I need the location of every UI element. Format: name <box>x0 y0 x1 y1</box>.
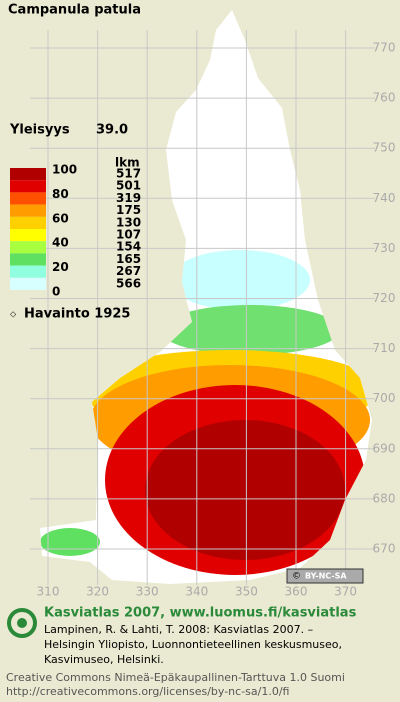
x-label: 330 <box>136 585 159 599</box>
legend-count: 154 <box>116 240 141 254</box>
x-label: 350 <box>235 585 258 599</box>
x-label: 310 <box>37 585 60 599</box>
observation-marker: ◇ <box>10 310 17 319</box>
observation: Havainto 1925 <box>24 307 130 322</box>
frequency-label: Yleisyys <box>9 123 70 138</box>
y-label: 760 <box>373 91 396 105</box>
count-header: lkm <box>115 156 140 170</box>
legend-count: 566 <box>116 276 141 290</box>
legend-count: 517 <box>116 167 141 181</box>
legend-scale-label: 40 <box>52 236 69 250</box>
license-badge: BY-NC-SA <box>305 572 347 581</box>
legend-swatch <box>10 216 46 229</box>
legend-scale-label: 80 <box>52 187 69 201</box>
legend-scale-label: 100 <box>52 163 77 177</box>
range-darkred <box>145 420 345 560</box>
x-label: 360 <box>285 585 308 599</box>
logo <box>7 608 37 638</box>
y-label: 750 <box>373 141 396 155</box>
citation-line: Lampinen, R. & Lahti, T. 2008: Kasviatla… <box>44 623 313 636</box>
range-low <box>170 250 310 310</box>
y-label: 690 <box>373 441 396 455</box>
y-label: 730 <box>373 241 396 255</box>
legend-count: 267 <box>116 264 141 278</box>
legend-swatch <box>10 168 46 181</box>
citation-line: Kasvimuseo, Helsinki. <box>44 653 164 666</box>
legend-scale-label: 0 <box>52 285 60 299</box>
license-line: Creative Commons Nimeä-Epäkaupallinen-Ta… <box>6 671 345 684</box>
legend-scale-label: 20 <box>52 260 69 274</box>
range-green <box>160 305 340 355</box>
license-badge-icon: © <box>292 572 301 582</box>
logo-center <box>17 618 27 628</box>
legend-swatch <box>10 277 46 290</box>
y-label: 700 <box>373 391 396 405</box>
citation-line: Helsingin Yliopisto, Luonnontieteellinen… <box>44 638 342 651</box>
x-label: 340 <box>185 585 208 599</box>
legend-count: 175 <box>116 203 141 217</box>
y-label: 680 <box>373 491 396 505</box>
legend-swatch <box>10 229 46 242</box>
y-label: 670 <box>373 542 396 556</box>
grid <box>30 30 375 585</box>
legend-swatch <box>10 204 46 217</box>
y-label: 770 <box>373 41 396 55</box>
license-line: http://creativecommons.org/licenses/by-n… <box>6 685 289 698</box>
legend-count: 319 <box>116 191 141 205</box>
legend-swatch <box>10 253 46 266</box>
frequency-value: 39.0 <box>96 123 128 138</box>
y-label: 710 <box>373 341 396 355</box>
title: Campanula patula <box>8 3 141 18</box>
y-label: 740 <box>373 191 396 205</box>
legend-swatch <box>10 241 46 254</box>
footer-heading: Kasviatlas 2007, www.luomus.fi/kasviatla… <box>44 606 357 621</box>
legend-count: 130 <box>116 215 141 229</box>
x-label: 370 <box>334 585 357 599</box>
legend-swatch <box>10 265 46 278</box>
legend-swatch <box>10 192 46 205</box>
range-west <box>40 528 100 556</box>
y-label: 720 <box>373 291 396 305</box>
legend-scale-label: 60 <box>52 211 69 225</box>
legend-count: 501 <box>116 179 141 193</box>
license-badge-box <box>286 568 364 584</box>
legend-swatch <box>10 180 46 193</box>
x-label: 320 <box>86 585 109 599</box>
legend-count: 107 <box>116 228 141 242</box>
legend-count: 165 <box>116 252 141 266</box>
